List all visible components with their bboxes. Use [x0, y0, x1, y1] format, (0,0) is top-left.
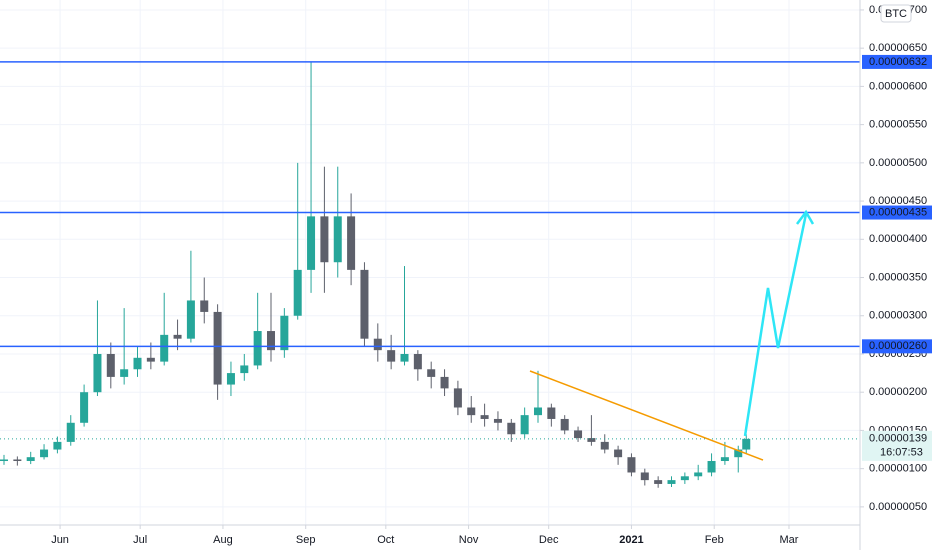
candle-body: [574, 430, 583, 439]
candle-body: [173, 334, 182, 339]
candle-body: [373, 338, 382, 351]
level-label: 0.00000435: [869, 206, 927, 218]
y-tick-label: 0.00000400: [869, 233, 927, 245]
candle-body: [507, 422, 516, 435]
trend-line: [529, 370, 764, 461]
candle-body: [533, 407, 543, 416]
currency-badge[interactable]: [880, 4, 912, 23]
candle-body: [13, 459, 22, 462]
y-tick-label: 0.00000500: [869, 157, 927, 169]
candle-body: [440, 376, 449, 389]
projection-arrowhead: [796, 209, 815, 225]
candle-body: [160, 334, 169, 362]
candle-body: [680, 476, 689, 481]
axes: 0.000000500.000001000.000001500.00000200…: [51, 4, 932, 546]
candle-body: [360, 269, 369, 339]
candle-body: [654, 480, 663, 484]
y-tick-label: 0.00000600: [869, 80, 927, 92]
countdown-label: 16:07:53: [880, 447, 923, 459]
candle-body: [480, 415, 489, 419]
candle-body: [547, 407, 556, 419]
candle-body: [226, 373, 235, 385]
candle-body: [493, 418, 502, 423]
candle-body: [587, 438, 596, 442]
y-tick-label: 0.00000350: [869, 271, 927, 283]
candle-body: [106, 353, 115, 377]
candle-body: [467, 407, 476, 416]
x-tick-label: Jul: [133, 534, 147, 546]
last-price-label: 0.00000139: [869, 433, 927, 445]
candle-body: [26, 457, 35, 462]
candle-body: [266, 331, 276, 351]
candle-body: [347, 216, 356, 270]
candle-body: [200, 300, 209, 312]
candle-body: [307, 216, 316, 270]
y-tick-label: 0.00000550: [869, 119, 927, 131]
candle-body: [600, 441, 609, 450]
level-label: 0.00000260: [869, 340, 927, 352]
x-tick-label: Dec: [539, 534, 559, 546]
candle-body: [280, 315, 289, 351]
candle-body: [240, 365, 249, 374]
candle-body: [453, 388, 462, 408]
candle-body: [133, 357, 142, 370]
projection-path: [743, 213, 808, 437]
x-tick-label: Feb: [705, 534, 724, 546]
currency-label: BTC: [885, 8, 907, 20]
grid: [0, 0, 860, 525]
x-tick-label: Oct: [377, 534, 394, 546]
y-tick-label: 0.00000450: [869, 195, 927, 207]
candle-body: [720, 457, 729, 462]
level-label-bg: [862, 54, 932, 69]
candle-body: [53, 441, 62, 450]
last-price-bg: [862, 430, 932, 461]
candle-body: [400, 353, 409, 362]
x-tick-label: 2021: [619, 534, 643, 546]
level-label: 0.00000632: [869, 56, 927, 68]
y-tick-label: 0.00000200: [869, 386, 927, 398]
candle-body: [560, 418, 569, 431]
candle-body: [253, 331, 262, 366]
x-tick-label: Sep: [296, 534, 316, 546]
candle-body: [694, 472, 703, 477]
candle-body: [120, 369, 129, 377]
candle-body: [640, 472, 649, 481]
candles: [0, 61, 860, 488]
candle-body: [320, 216, 329, 263]
candle-body: [520, 415, 529, 435]
y-tick-label: 0.00000050: [869, 501, 927, 513]
candle-body: [742, 438, 751, 450]
candle-body: [186, 300, 195, 339]
candle-body: [614, 449, 623, 458]
candle-body: [627, 457, 636, 473]
candle-body: [213, 311, 222, 385]
y-tick-label: 0.00000300: [869, 310, 927, 322]
candle-body: [40, 449, 49, 458]
candle-body: [80, 392, 89, 423]
x-tick-label: Aug: [213, 534, 233, 546]
drawings: [529, 209, 815, 461]
candle-body: [0, 459, 9, 462]
candle-body: [387, 350, 396, 362]
candle-body: [293, 269, 302, 316]
candle-body: [333, 216, 342, 263]
candle-body: [667, 480, 676, 484]
candle-body: [413, 353, 422, 370]
y-tick-label: 0.00000650: [869, 42, 927, 54]
candle-body: [427, 369, 436, 377]
x-tick-label: Nov: [459, 534, 479, 546]
candle-body: [734, 449, 743, 458]
candle-body: [707, 461, 716, 473]
level-label-bg: [862, 339, 932, 354]
candle-body: [146, 357, 155, 362]
candle-body: [93, 353, 102, 393]
x-tick-label: Mar: [780, 534, 799, 546]
level-label-bg: [862, 205, 932, 220]
y-tick-label: 0.00000100: [869, 463, 927, 475]
x-tick-label: Jun: [51, 534, 69, 546]
candle-body: [66, 422, 75, 442]
